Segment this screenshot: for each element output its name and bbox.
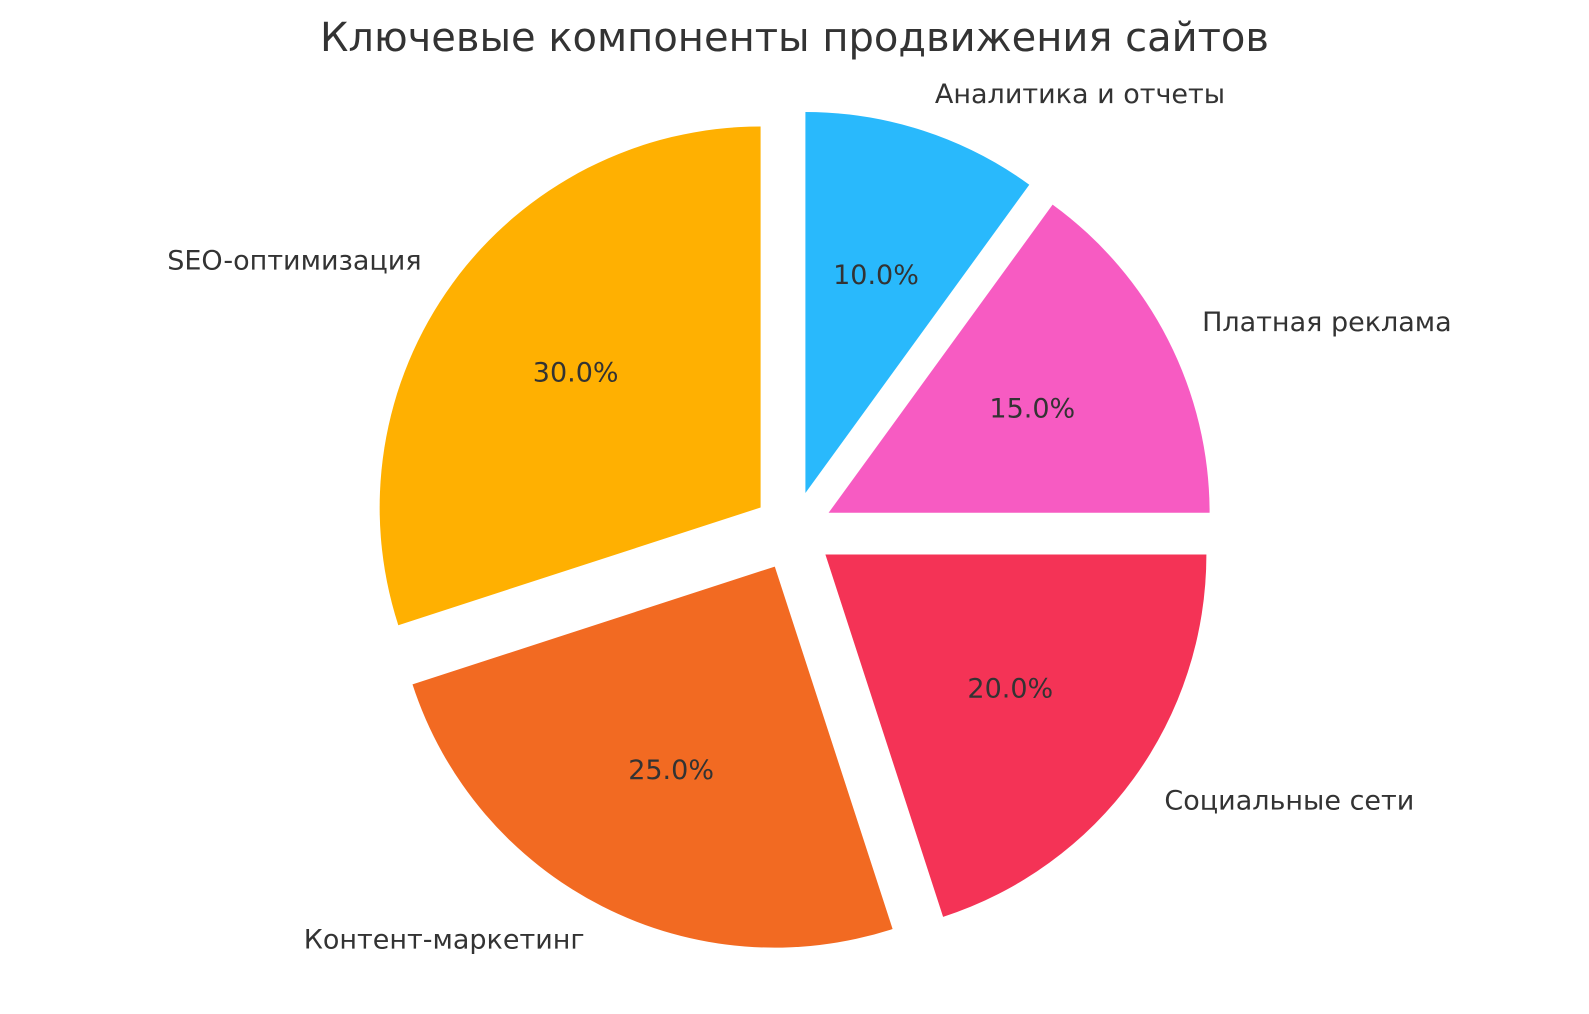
pie-slice-3 <box>412 566 893 948</box>
chart-title: Ключевые компоненты продвижения сайтов <box>320 15 1269 61</box>
pct-label-2: 20.0% <box>967 673 1053 704</box>
slice-label-3: Контент-маркетинг <box>304 925 585 956</box>
pct-label-4: 30.0% <box>533 358 619 389</box>
pct-label-0: 10.0% <box>833 260 919 291</box>
pct-label-3: 25.0% <box>628 755 714 786</box>
pct-label-1: 15.0% <box>989 394 1075 425</box>
pie-slice-1 <box>828 204 1210 513</box>
pie-slice-2 <box>825 554 1207 917</box>
pie-slice-4 <box>379 126 761 626</box>
slice-label-1: Платная реклама <box>1202 307 1452 338</box>
slice-label-4: SEO-оптимизация <box>167 246 421 277</box>
pie-slice-0 <box>805 112 1030 493</box>
slice-label-0: Аналитика и отчеты <box>935 79 1225 110</box>
slice-label-2: Социальные сети <box>1164 785 1414 816</box>
